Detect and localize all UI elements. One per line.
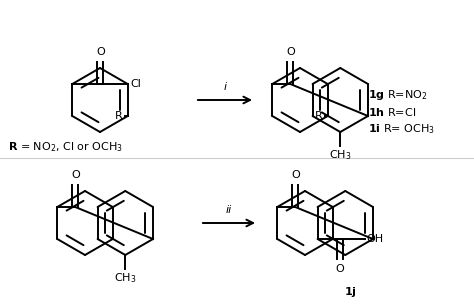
Text: $\mathbf{R}$ = NO$_2$, Cl or OCH$_3$: $\mathbf{R}$ = NO$_2$, Cl or OCH$_3$	[8, 140, 123, 154]
Text: CH$_3$: CH$_3$	[329, 148, 352, 162]
Text: $\mathbf{1j}$: $\mathbf{1j}$	[344, 285, 356, 299]
Text: ii: ii	[226, 205, 232, 215]
Text: O: O	[96, 47, 105, 57]
Text: O: O	[291, 170, 300, 180]
Text: $\mathbf{1g}$ R=NO$_2$: $\mathbf{1g}$ R=NO$_2$	[368, 88, 428, 102]
Text: i: i	[223, 82, 227, 92]
Text: O: O	[335, 264, 344, 274]
Text: Cl: Cl	[130, 79, 141, 89]
Text: CH$_3$: CH$_3$	[114, 271, 137, 285]
Text: O: O	[71, 170, 80, 180]
Text: $\mathbf{1h}$ R=Cl: $\mathbf{1h}$ R=Cl	[368, 106, 416, 118]
Text: R: R	[115, 111, 123, 121]
Text: R: R	[315, 111, 323, 121]
Text: O: O	[286, 47, 295, 57]
Text: OH: OH	[366, 234, 383, 244]
Text: $\mathbf{1i}$ R= OCH$_3$: $\mathbf{1i}$ R= OCH$_3$	[368, 122, 435, 136]
